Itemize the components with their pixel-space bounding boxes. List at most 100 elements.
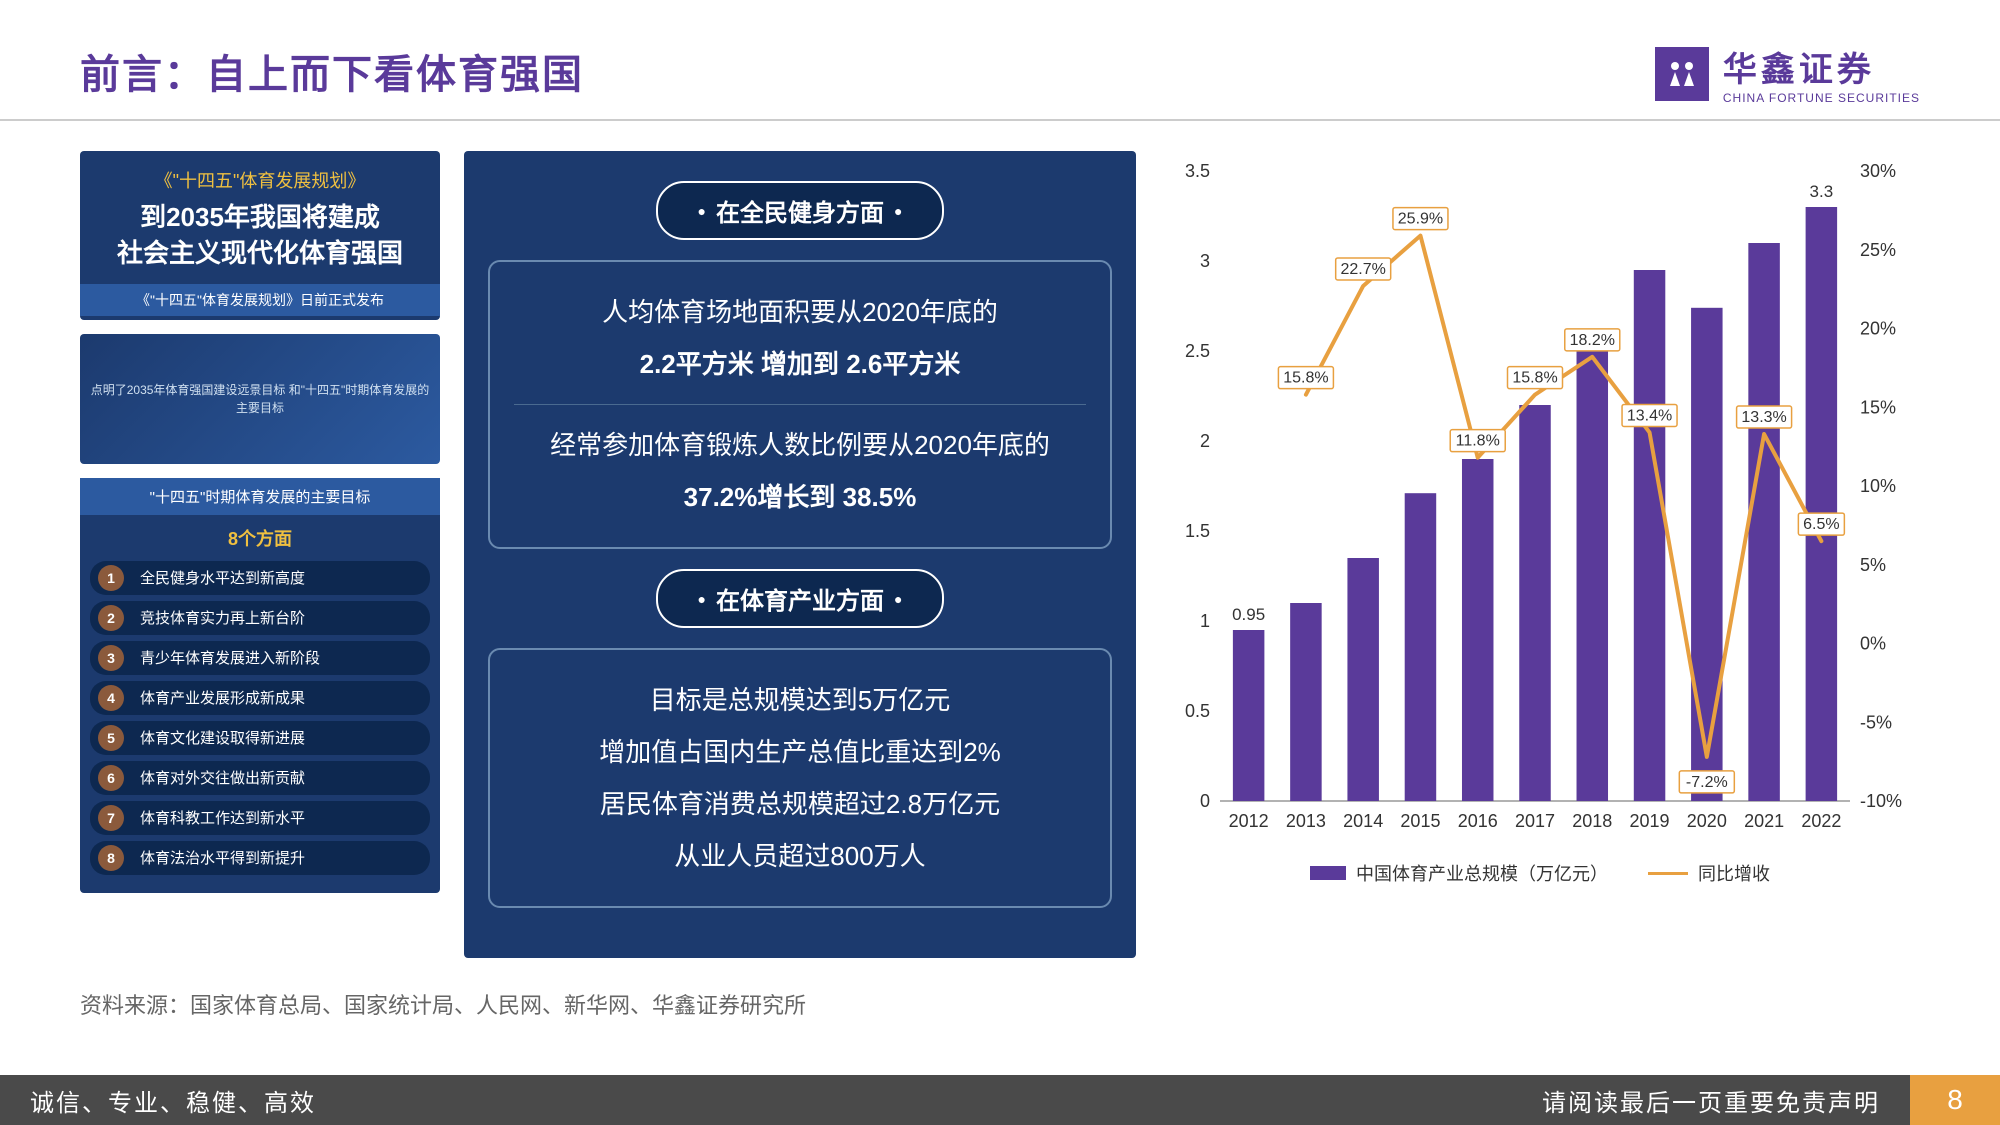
goal-row: 8 体育法治水平得到新提升 — [90, 841, 430, 875]
plan-title-1: 到2035年我国将建成 — [90, 199, 430, 235]
goals-card: "十四五"时期体育发展的主要目标 8个方面 1 全民健身水平达到新高度 2 竞技体育实… — [80, 478, 440, 893]
sec2-l3: 居民体育消费总规模超过2.8万亿元 — [514, 778, 1086, 830]
sec1-line2a: 经常参加体育锻炼人数比例要从2020年底的 — [514, 419, 1086, 471]
svg-text:13.4%: 13.4% — [1627, 407, 1672, 424]
goals-subtitle: 8个方面 — [90, 525, 430, 551]
svg-text:0%: 0% — [1860, 634, 1886, 654]
chart-legend: 中国体育产业总规模（万亿元） 同比增收 — [1160, 860, 1920, 886]
goal-number: 3 — [98, 645, 124, 671]
chart-column: 00.511.522.533.5-10%-5%0%5%10%15%20%25%3… — [1160, 151, 1920, 958]
goals-header: "十四五"时期体育发展的主要目标 — [80, 478, 440, 515]
svg-text:3: 3 — [1200, 251, 1210, 271]
svg-text:2012: 2012 — [1229, 811, 1269, 831]
brand-name-en: CHINA FORTUNE SECURITIES — [1723, 91, 1920, 105]
svg-text:3.3: 3.3 — [1810, 182, 1834, 201]
svg-text:2018: 2018 — [1572, 811, 1612, 831]
brand-name-cn: 华鑫证券 — [1723, 42, 1920, 91]
goal-text: 体育产业发展形成新成果 — [140, 687, 305, 708]
svg-text:2021: 2021 — [1744, 811, 1784, 831]
middle-panel: 在全民健身方面 人均体育场地面积要从2020年底的 2.2平方米 增加到 2.6… — [464, 151, 1136, 958]
legend-bar: 中国体育产业总规模（万亿元） — [1310, 860, 1608, 886]
svg-text:1: 1 — [1200, 611, 1210, 631]
goal-number: 1 — [98, 565, 124, 591]
svg-text:13.3%: 13.3% — [1741, 409, 1786, 426]
goal-number: 4 — [98, 685, 124, 711]
svg-text:-10%: -10% — [1860, 791, 1902, 811]
svg-text:-7.2%: -7.2% — [1686, 774, 1728, 791]
svg-text:25%: 25% — [1860, 240, 1896, 260]
goal-number: 5 — [98, 725, 124, 751]
svg-text:15.8%: 15.8% — [1283, 370, 1328, 387]
section1-pill: 在全民健身方面 — [656, 181, 945, 240]
section2-box: 目标是总规模达到5万亿元 增加值占国内生产总值比重达到2% 居民体育消费总规模超… — [488, 648, 1112, 908]
svg-text:2: 2 — [1200, 431, 1210, 451]
svg-text:2016: 2016 — [1458, 811, 1498, 831]
svg-text:3.5: 3.5 — [1185, 161, 1210, 181]
sec2-l4: 从业人员超过800万人 — [514, 830, 1086, 882]
svg-text:2015: 2015 — [1400, 811, 1440, 831]
svg-text:25.9%: 25.9% — [1398, 211, 1443, 228]
svg-text:5%: 5% — [1860, 555, 1886, 575]
sec1-line1b: 2.2平方米 增加到 2.6平方米 — [640, 349, 961, 379]
svg-text:2020: 2020 — [1687, 811, 1727, 831]
page-title: 前言：自上而下看体育强国 — [80, 42, 584, 100]
svg-text:20%: 20% — [1860, 319, 1896, 339]
goal-number: 7 — [98, 805, 124, 831]
footer: 诚信、专业、稳健、高效 请阅读最后一页重要免责声明 8 — [0, 1075, 2000, 1125]
runner-caption: 点明了2035年体育强国建设远景目标 和"十四五"时期体育发展的主要目标 — [90, 381, 430, 417]
svg-text:2013: 2013 — [1286, 811, 1326, 831]
svg-text:-5%: -5% — [1860, 712, 1892, 732]
goal-text: 全民健身水平达到新高度 — [140, 567, 305, 588]
runner-graphic: 点明了2035年体育强国建设远景目标 和"十四五"时期体育发展的主要目标 — [80, 334, 440, 464]
footer-page-number: 8 — [1910, 1075, 2000, 1125]
goal-number: 2 — [98, 605, 124, 631]
content: 《"十四五"体育发展规划》 到2035年我国将建成 社会主义现代化体育强国 《"… — [0, 151, 2000, 958]
svg-text:15%: 15% — [1860, 397, 1896, 417]
goals-list: 1 全民健身水平达到新高度 2 竞技体育实力再上新台阶 3 青少年体育发展进入新阶段 4 体育… — [90, 561, 430, 875]
svg-text:2019: 2019 — [1630, 811, 1670, 831]
svg-text:2022: 2022 — [1801, 811, 1841, 831]
goal-text: 竞技体育实力再上新台阶 — [140, 607, 305, 628]
svg-text:0: 0 — [1200, 791, 1210, 811]
goal-row: 4 体育产业发展形成新成果 — [90, 681, 430, 715]
goal-text: 体育法治水平得到新提升 — [140, 847, 305, 868]
footer-disclaimer: 请阅读最后一页重要免责声明 — [1542, 1083, 1910, 1118]
svg-text:11.8%: 11.8% — [1456, 433, 1500, 450]
left-infographic-column: 《"十四五"体育发展规划》 到2035年我国将建成 社会主义现代化体育强国 《"… — [80, 151, 440, 958]
goal-row: 6 体育对外交往做出新贡献 — [90, 761, 430, 795]
goal-text: 体育科教工作达到新水平 — [140, 807, 305, 828]
sec2-l1: 目标是总规模达到5万亿元 — [514, 674, 1086, 726]
goal-number: 8 — [98, 845, 124, 871]
goal-number: 6 — [98, 765, 124, 791]
sec1-line2b: 37.2%增长到 38.5% — [684, 482, 917, 512]
svg-text:6.5%: 6.5% — [1803, 516, 1839, 533]
footer-motto: 诚信、专业、稳健、高效 — [0, 1083, 316, 1118]
goal-row: 1 全民健身水平达到新高度 — [90, 561, 430, 595]
brand: 华鑫证券 CHINA FORTUNE SECURITIES — [1655, 42, 1920, 105]
goal-row: 2 竞技体育实力再上新台阶 — [90, 601, 430, 635]
section1-box: 人均体育场地面积要从2020年底的 2.2平方米 增加到 2.6平方米 经常参加… — [488, 260, 1112, 549]
goal-row: 5 体育文化建设取得新进展 — [90, 721, 430, 755]
svg-text:2017: 2017 — [1515, 811, 1555, 831]
svg-text:2014: 2014 — [1343, 811, 1383, 831]
goal-row: 7 体育科教工作达到新水平 — [90, 801, 430, 835]
svg-text:0.95: 0.95 — [1232, 605, 1265, 624]
goal-text: 体育对外交往做出新贡献 — [140, 767, 305, 788]
goal-text: 青少年体育发展进入新阶段 — [140, 647, 320, 668]
goal-row: 3 青少年体育发展进入新阶段 — [90, 641, 430, 675]
sec2-l2: 增加值占国内生产总值比重达到2% — [514, 726, 1086, 778]
plan-tag: 《"十四五"体育发展规划》 — [90, 167, 430, 193]
sec1-line1a: 人均体育场地面积要从2020年底的 — [514, 286, 1086, 338]
legend-line: 同比增收 — [1648, 860, 1770, 886]
svg-text:30%: 30% — [1860, 161, 1896, 181]
svg-text:22.7%: 22.7% — [1340, 261, 1385, 278]
source-note: 资料来源：国家体育总局、国家统计局、人民网、新华网、华鑫证券研究所 — [0, 958, 2000, 1020]
svg-text:2.5: 2.5 — [1185, 341, 1210, 361]
section2-pill: 在体育产业方面 — [656, 569, 945, 628]
plan-card: 《"十四五"体育发展规划》 到2035年我国将建成 社会主义现代化体育强国 《"… — [80, 151, 440, 320]
header: 前言：自上而下看体育强国 华鑫证券 CHINA FORTUNE SECURITI… — [0, 0, 2000, 121]
svg-text:10%: 10% — [1860, 476, 1896, 496]
goal-text: 体育文化建设取得新进展 — [140, 727, 305, 748]
svg-text:15.8%: 15.8% — [1512, 370, 1557, 387]
combo-chart: 00.511.522.533.5-10%-5%0%5%10%15%20%25%3… — [1160, 151, 1920, 851]
